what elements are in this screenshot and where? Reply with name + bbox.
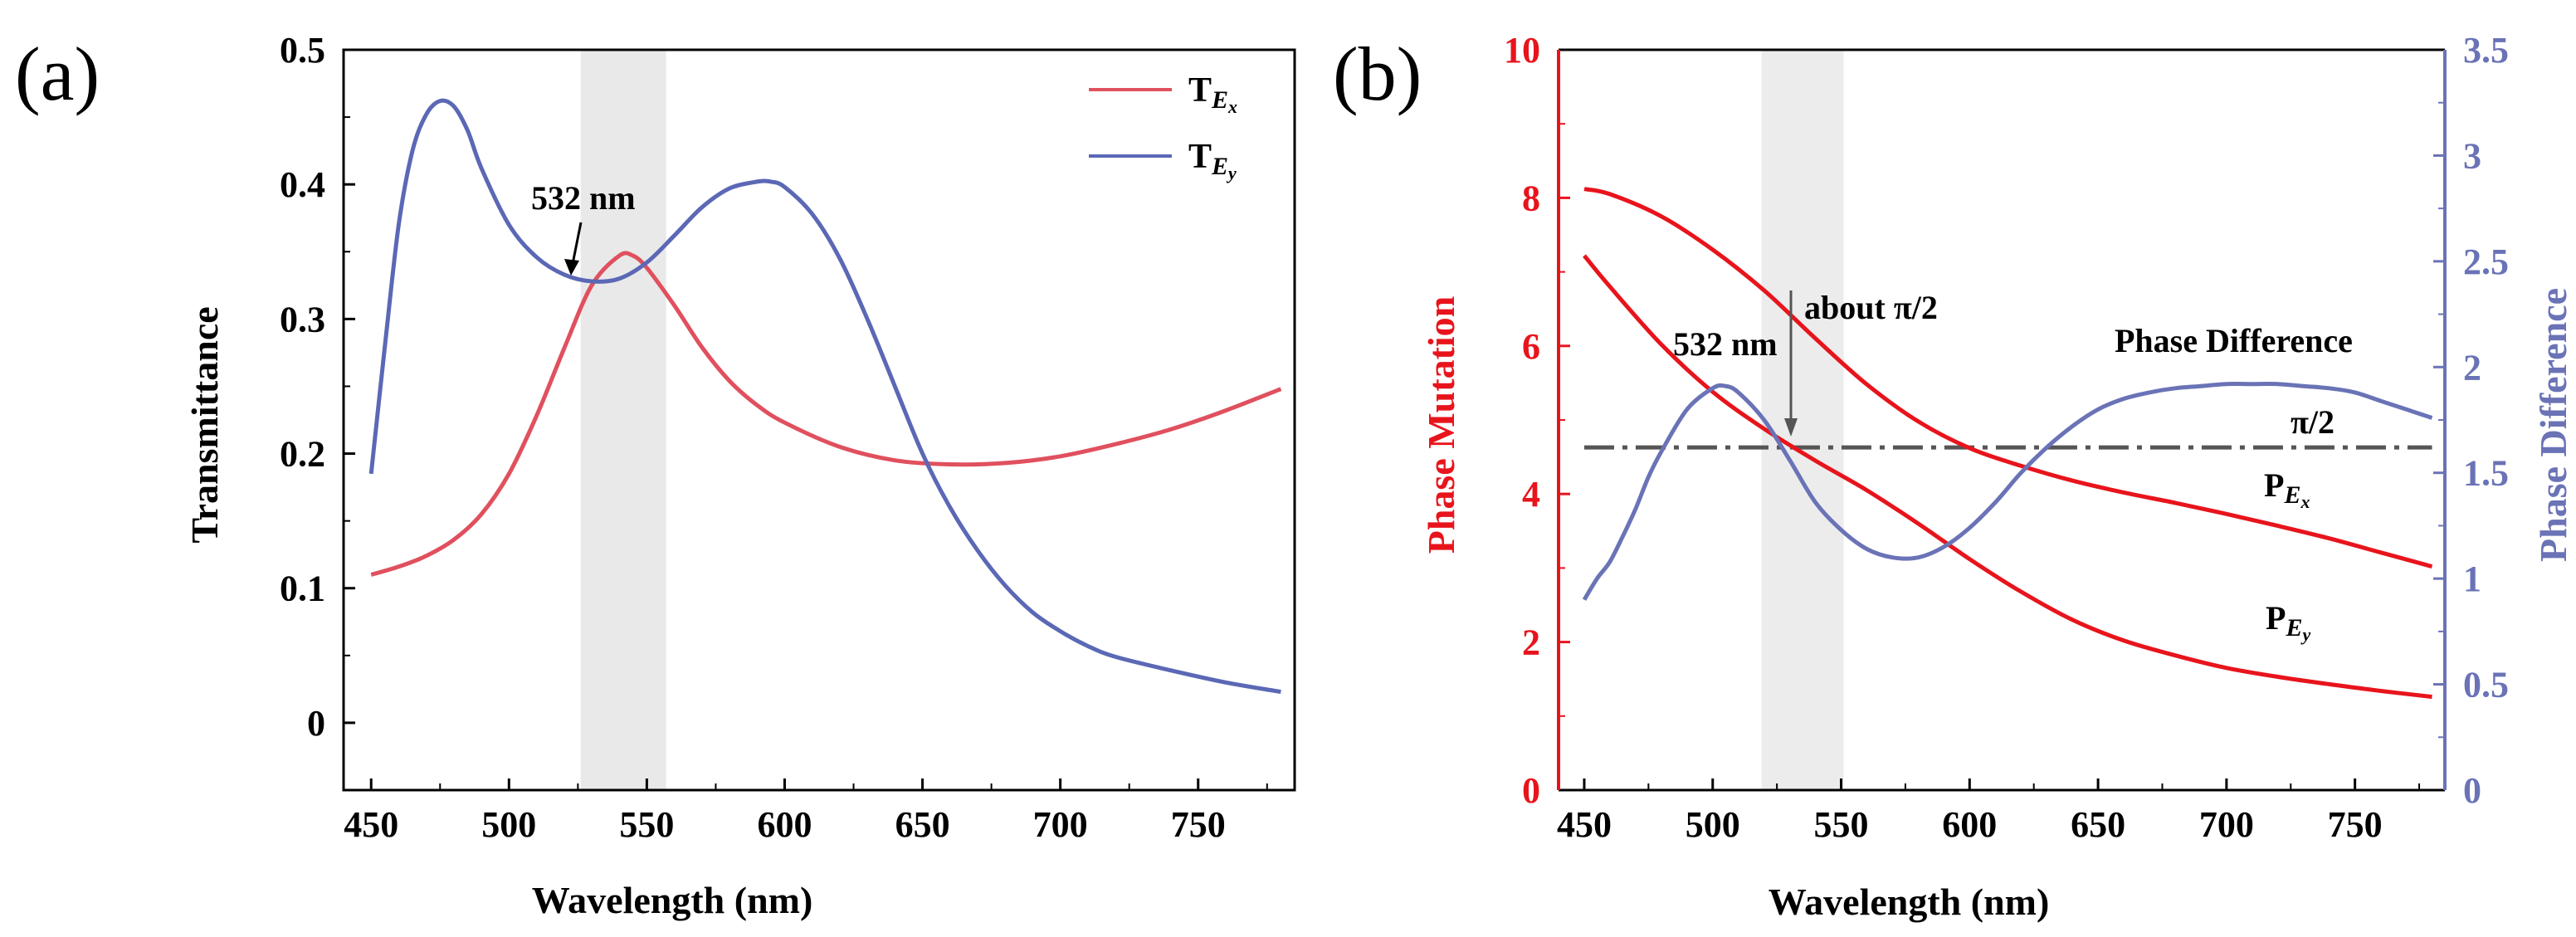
panel-b-label-pey: PEy [2266,599,2310,645]
panel-a-y-tick-label: 0.2 [280,434,325,475]
panel-b-x-tick-label: 700 [2199,804,2254,845]
panel-b-x-axis-label: Wavelength (nm) [1769,881,2050,923]
panel-a: (a) 450 500 550 600 650 700 750 00.10.20.30.40… [15,30,1296,921]
panel-a-shaded-band [580,50,666,790]
panel-a-legend: TEx TEy [1089,71,1237,183]
panel-b-left-y-tick-label: 10 [1504,30,1540,71]
panel-a-label: (a) [15,32,100,116]
panel-b-right-y-tick-label: 0.5 [2463,665,2509,705]
panel-b-x-tick-label: 600 [1942,804,1997,845]
panel-a-x-tick-label: 550 [619,804,674,845]
panel-a-annotation-arrowhead [564,259,579,276]
panel-a-x-tick-label: 750 [1171,804,1226,845]
panel-a-y-tick-label: 0.5 [280,30,325,71]
panel-a-y-axis-label: Transmittance [183,306,226,543]
panel-b-plot-frame [1557,48,2447,792]
panel-b-ticks [1559,48,2445,792]
panel-b-left-y-tick-label: 6 [1522,326,1540,367]
panel-b-x-tick-labels: 450 500 550 600 650 700 750 [1557,804,2383,845]
panel-b: (b) 450 500 550 600 650 700 750 0 2 4 6 8 10 0 0.5 1 1… [1333,30,2574,923]
panel-b-left-y-tick-label: 8 [1522,178,1540,218]
series-line-pey [1583,254,2432,700]
panel-b-left-y-tick-label: 0 [1522,770,1540,811]
panel-a-annotation-arrow [571,222,583,265]
panel-a-x-axis-label: Wavelength (nm) [532,879,813,921]
panel-a-y-tick-label: 0 [307,703,325,744]
panel-b-label: (b) [1333,32,1422,116]
panel-a-x-tick-label: 450 [344,804,398,845]
legend-label-tey: TEy [1188,138,1237,183]
panel-b-x-tick-label: 450 [1557,804,1612,845]
panel-b-x-tick-label: 550 [1814,804,1869,845]
panel-a-y-tick-label: 0.1 [280,569,325,609]
panel-b-right-y-tick-label: 1 [2463,559,2481,599]
panel-a-x-tick-label: 650 [895,804,950,845]
series-line-pex [1583,187,2433,569]
panel-a-y-tick-label: 0.3 [280,299,325,339]
panel-b-left-y-axis-label: Phase Mutation [1420,296,1462,554]
panel-b-label-pi-half: π/2 [2291,403,2334,441]
panel-b-series [1582,187,2433,700]
panel-a-y-tick-label: 0.4 [280,164,325,205]
panel-b-right-y-tick-labels: 0 0.5 1 1.5 2 2.5 3 3.5 [2463,30,2509,811]
panel-b-label-pex: PEx [2264,466,2310,512]
series-line-tex [370,251,1282,577]
panel-a-x-tick-label: 700 [1033,804,1088,845]
panel-b-x-tick-label: 650 [2071,804,2125,845]
panel-b-label-phase-difference: Phase Difference [2115,322,2353,359]
panel-a-plot-frame [342,48,1296,792]
panel-b-right-y-tick-label: 2 [2463,347,2481,388]
panel-a-y-tick-labels: 0 0.1 0.2 0.3 0.4 0.5 [280,30,325,744]
panel-b-right-y-tick-label: 2.5 [2463,242,2509,282]
panel-b-right-y-tick-label: 3.5 [2463,30,2509,71]
panel-b-right-y-tick-label: 1.5 [2463,453,2509,494]
panel-b-annotation-about-pi-half: about π/2 [1804,289,1938,326]
panel-a-series [368,98,1282,695]
legend-label-tex: TEx [1188,71,1237,117]
panel-b-right-y-axis-label: Phase Difference [2532,288,2574,562]
panel-b-left-y-tick-label: 4 [1522,474,1540,515]
panel-a-x-tick-label: 600 [757,804,812,845]
series-line-phase-difference [1582,381,2433,601]
series-line-tey [368,98,1281,695]
panel-b-right-y-tick-label: 3 [2463,135,2481,176]
panel-b-x-tick-label: 750 [2328,804,2383,845]
panel-b-annotation-arrowhead [1784,418,1798,437]
panel-b-x-tick-label: 500 [1686,804,1740,845]
panel-b-left-y-tick-label: 2 [1522,622,1540,663]
panel-b-shaded-band [1761,50,1844,790]
panel-a-annotation-532nm: 532 nm [531,179,636,217]
panel-b-left-y-tick-labels: 0 2 4 6 8 10 [1504,30,1540,811]
panel-a-ticks [344,48,1268,790]
panel-b-annotation-532nm: 532 nm [1673,325,1778,363]
panel-a-x-tick-labels: 450 500 550 600 650 700 750 [344,804,1226,845]
panel-b-right-y-tick-label: 0 [2463,770,2481,811]
panel-a-x-tick-label: 500 [481,804,536,845]
